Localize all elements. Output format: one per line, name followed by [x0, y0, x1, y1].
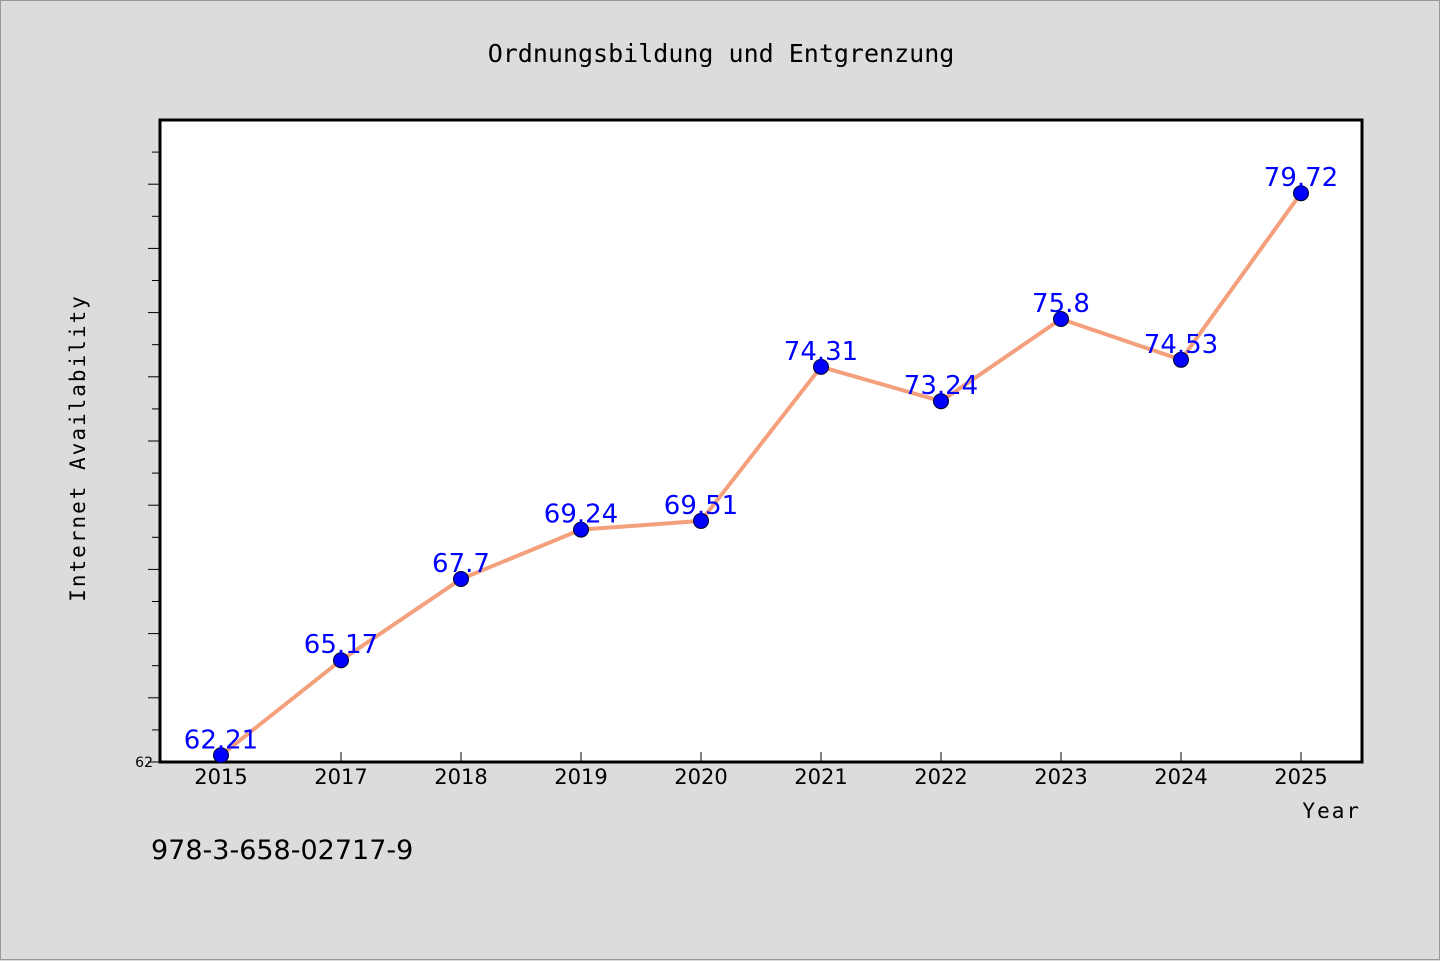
data-label: 75.8 — [1032, 289, 1090, 319]
x-axis-ticks: 2015 2017 2018 2019 2020 2021 2022 2023 2024 2025 — [194, 752, 1328, 789]
x-tick-label: 2020 — [674, 765, 727, 789]
data-label: 69.51 — [664, 491, 738, 521]
x-tick-label: 2023 — [1034, 765, 1087, 789]
x-tick-label: 2024 — [1154, 765, 1207, 789]
data-label: 73.24 — [904, 371, 978, 401]
data-point — [333, 652, 349, 669]
data-label: 74.31 — [784, 337, 858, 367]
data-label: 79.72 — [1264, 163, 1338, 193]
series-group: 62.21 65.17 67.7 69.24 69.51 74.31 73.24 75.8 74… — [184, 163, 1338, 764]
x-tick-label: 2019 — [554, 765, 607, 789]
data-point — [1173, 351, 1189, 368]
data-point — [573, 521, 589, 538]
y-tick-label: 62 — [135, 755, 153, 771]
data-label: 65.17 — [304, 630, 378, 660]
data-point — [693, 512, 709, 529]
data-point — [213, 747, 229, 764]
data-point — [1293, 185, 1309, 202]
x-tick-label: 2022 — [914, 765, 967, 789]
x-tick-label: 2015 — [194, 765, 247, 789]
y-axis-label: Internet Availability — [66, 294, 90, 602]
data-point — [1053, 311, 1069, 328]
data-label: 74.53 — [1144, 330, 1218, 360]
series-line — [219, 191, 1303, 758]
data-label: 67.7 — [432, 549, 490, 579]
footnote-isbn: 978-3-658-02717-9 — [151, 835, 414, 866]
data-point — [813, 358, 829, 375]
chart-title: Ordnungsbildung und Entgrenzung — [488, 39, 955, 68]
data-point — [933, 393, 949, 410]
x-tick-label: 2017 — [314, 765, 367, 789]
x-tick-label: 2021 — [794, 765, 847, 789]
data-label: 69.24 — [544, 500, 618, 530]
x-tick-label: 2018 — [434, 765, 487, 789]
data-label: 62.21 — [184, 725, 258, 755]
data-point — [453, 571, 469, 588]
x-tick-label: 2025 — [1274, 765, 1327, 789]
x-axis-label: Year — [1302, 799, 1361, 823]
y-axis-ticks — [148, 151, 160, 763]
